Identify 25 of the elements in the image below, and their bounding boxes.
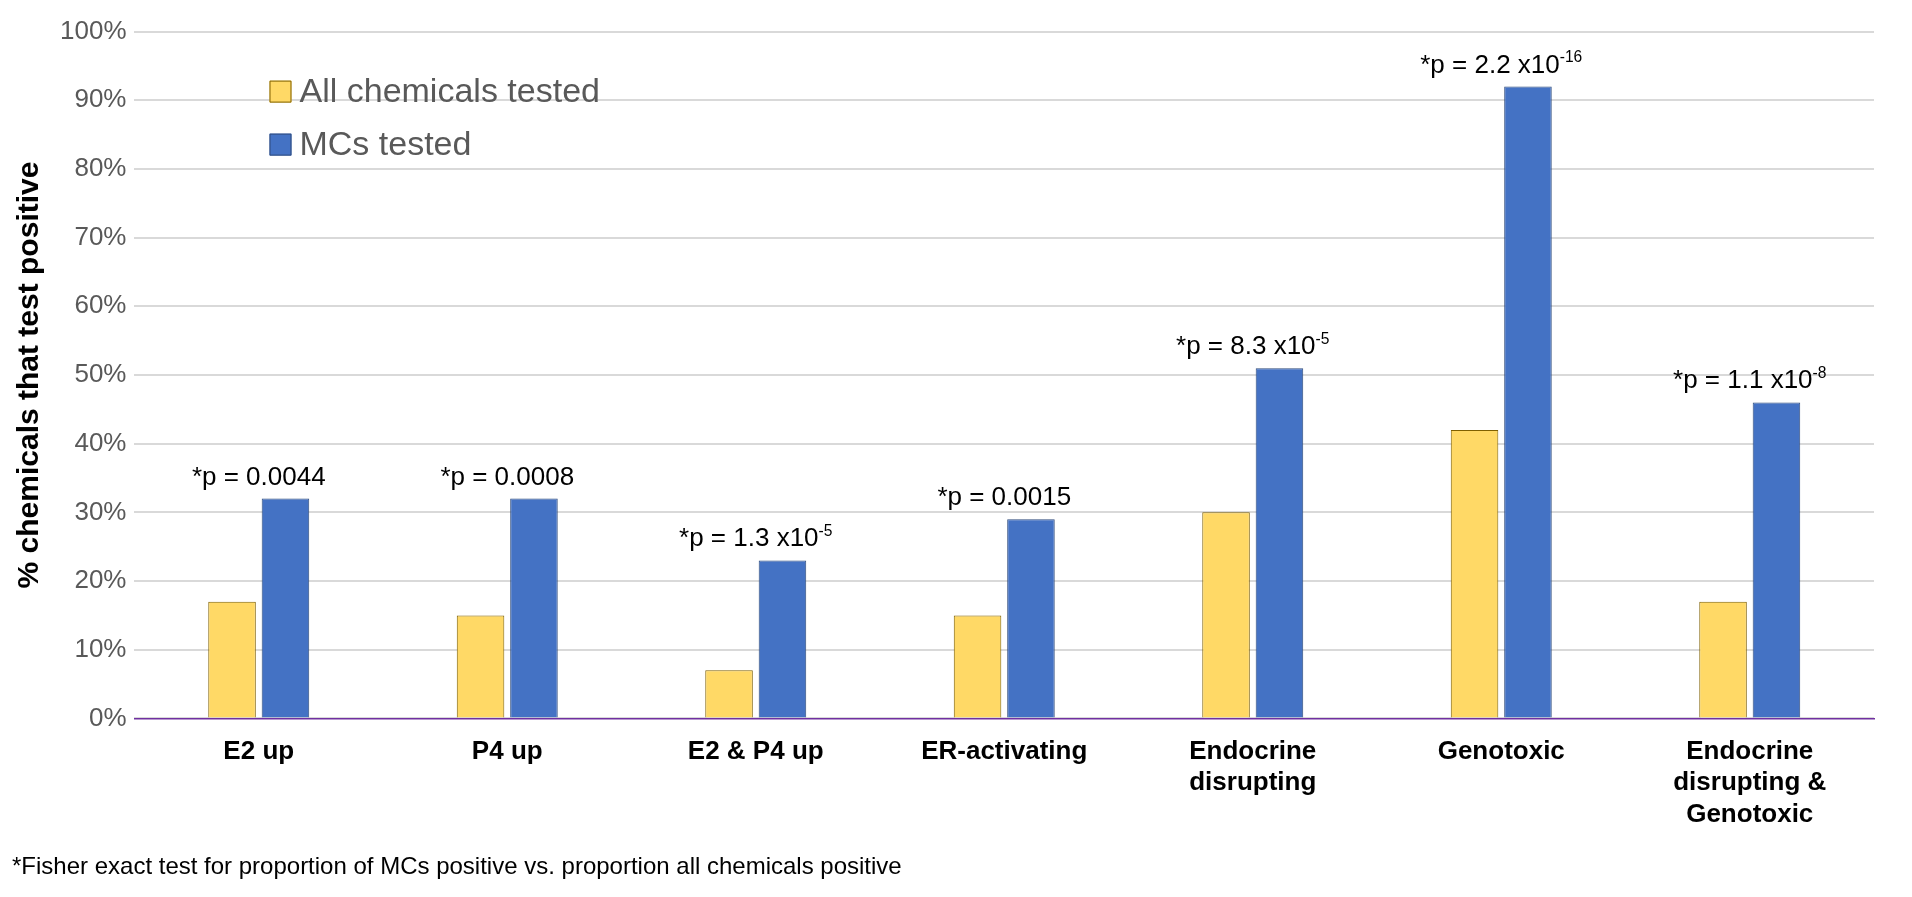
y-tick-label: 90% xyxy=(74,83,127,114)
y-tick-label: 40% xyxy=(74,426,127,457)
y-tick-label: 60% xyxy=(74,289,127,320)
y-tick-label: 0% xyxy=(88,701,127,732)
y-tick-label: 70% xyxy=(74,220,127,251)
x-tick-label: Endocrine disrupting & Genotoxic xyxy=(1673,735,1827,828)
x-tick-label: E2 & P4 up xyxy=(687,735,824,766)
x-tick-label: Endocrine disrupting xyxy=(1189,735,1317,797)
x-tick-label: Genotoxic xyxy=(1437,735,1565,766)
annotation: *p = 0.0044 xyxy=(191,460,326,491)
annotation: *p = 0.0015 xyxy=(937,481,1072,512)
legend-label: All chemicals tested xyxy=(299,70,600,109)
y-tick-label: 10% xyxy=(74,632,127,663)
y-axis-title: % chemicals that test positive xyxy=(11,161,45,589)
x-tick-label: P4 up xyxy=(471,735,543,766)
x-tick-label: E2 up xyxy=(223,735,295,766)
y-tick-label: 20% xyxy=(74,564,127,595)
text: *Fisher exact test for proportion of MCs positive vs. proportion all chemicals positive xyxy=(12,852,902,879)
legend-label: MCs tested xyxy=(299,123,472,162)
x-tick-label: ER-activating xyxy=(921,735,1088,766)
y-tick-label: 50% xyxy=(74,358,127,389)
y-tick-label: 30% xyxy=(74,495,127,526)
y-tick-label: 80% xyxy=(74,152,127,183)
y-tick-label: 100% xyxy=(60,14,127,45)
annotation: *p = 0.0008 xyxy=(440,460,575,491)
